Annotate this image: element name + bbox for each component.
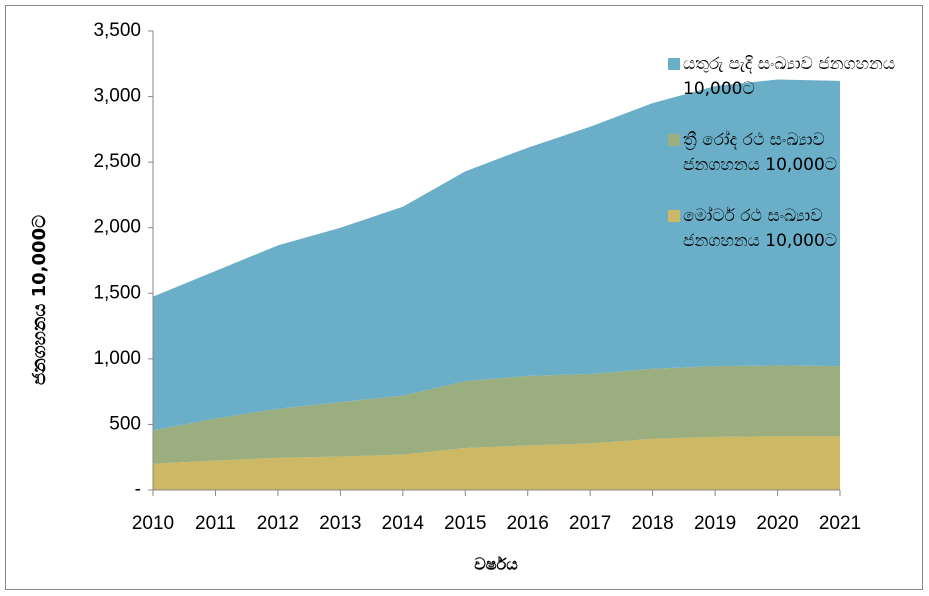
legend-item: මෝටර් රථ සංඛ්‍යාව ජනගහනය 10,000ට xyxy=(668,204,903,254)
legend-swatch xyxy=(668,210,680,222)
x-tick-label: 2012 xyxy=(257,513,299,534)
y-tick-label: - xyxy=(135,479,141,500)
area xyxy=(153,436,840,490)
legend-label: මෝටර් රථ සංඛ්‍යාව ජනගහනය 10,000ට xyxy=(683,206,837,251)
x-tick-label: 2021 xyxy=(819,513,861,534)
y-tick-label: 1,500 xyxy=(93,282,141,303)
y-tick-label: 2,500 xyxy=(93,151,141,172)
chart-border xyxy=(5,5,923,590)
y-axis-label: ජනගහනය 10,000ට xyxy=(29,215,50,385)
y-tick-label: 3,500 xyxy=(93,20,141,41)
area xyxy=(153,79,840,431)
legend-item: ත්‍රී රෝද රථ සංඛ්‍යාව ජනගහනය 10,000ට xyxy=(668,128,903,178)
y-tick-label: 2,000 xyxy=(93,217,141,238)
legend-swatch xyxy=(668,134,680,146)
legend-item: යතුරු පැදි සංඛ්‍යාව ජනගහනය 10,000ට xyxy=(668,52,903,102)
x-tick-label: 2013 xyxy=(319,513,361,534)
legend-label: යතුරු පැදි සංඛ්‍යාව ජනගහනය 10,000ට xyxy=(683,54,896,99)
x-tick-label: 2015 xyxy=(444,513,486,534)
x-tick-label: 2020 xyxy=(756,513,798,534)
x-tick-label: 2018 xyxy=(631,513,673,534)
x-tick-label: 2016 xyxy=(507,513,549,534)
y-tick-label: 500 xyxy=(109,413,141,434)
x-tick-label: 2014 xyxy=(382,513,425,534)
x-axis-label: වර්ෂය xyxy=(474,555,518,574)
legend-label: ත්‍රී රෝද රථ සංඛ්‍යාව ජනගහනය 10,000ට xyxy=(683,130,837,175)
areas xyxy=(153,79,840,490)
x-tick-label: 2019 xyxy=(694,513,736,534)
x-tick-label: 2017 xyxy=(569,513,611,534)
y-tick-label: 1,000 xyxy=(93,348,141,369)
y-tick-label: 3,000 xyxy=(93,86,141,107)
x-tick-label: 2010 xyxy=(132,513,174,534)
x-tick-label: 2011 xyxy=(195,513,236,534)
legend-swatch xyxy=(668,58,680,70)
area xyxy=(153,365,840,464)
